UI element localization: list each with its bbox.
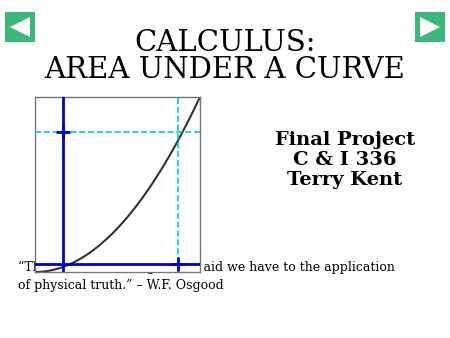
Text: C & I 336: C & I 336 xyxy=(293,151,397,169)
Text: AREA UNDER A CURVE: AREA UNDER A CURVE xyxy=(45,56,405,84)
Bar xyxy=(5,12,35,42)
Bar xyxy=(415,12,445,42)
Polygon shape xyxy=(10,17,30,37)
Text: Final Project: Final Project xyxy=(275,131,415,149)
Polygon shape xyxy=(420,17,440,37)
Text: Terry Kent: Terry Kent xyxy=(288,171,403,189)
Text: “The calculus is the greatest aid we have to the application
of physical truth.”: “The calculus is the greatest aid we hav… xyxy=(18,260,395,292)
Text: CALCULUS:: CALCULUS: xyxy=(134,29,316,57)
